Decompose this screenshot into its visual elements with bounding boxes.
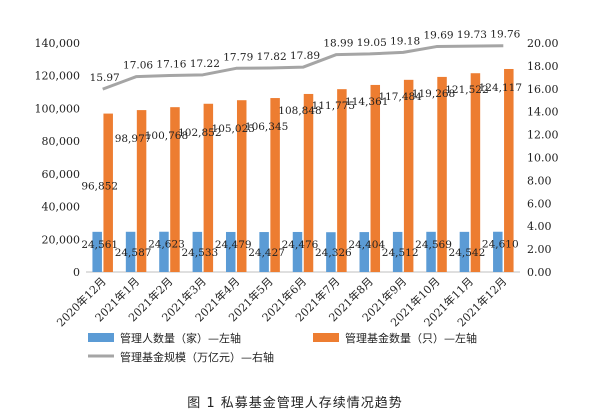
figure-caption: 图 1 私募基金管理人存续情况趋势 [187,396,403,411]
legend-label: 管理基金数量（只）—左轴 [345,331,477,345]
data-label-fund-count: 119,268 [412,88,455,100]
bar-fund-count [470,73,481,272]
data-label-manager-count: 24,623 [148,239,185,251]
y-left-tick-label: 60,000 [42,168,81,181]
data-label-fund-scale: 17.89 [290,50,320,62]
bar-fund-count [370,84,381,272]
bar-fund-count [337,89,347,273]
data-label-fund-scale: 17.79 [223,51,253,63]
bar-fund-count [437,76,447,273]
bar-manager-count [459,231,470,272]
data-label-manager-count: 24,587 [115,247,152,259]
bar-fund-count [236,100,247,272]
line-fund-scale [102,44,504,91]
y-right-tick-label: 16.00 [527,83,559,96]
bar-fund-count [403,79,414,272]
y-left-tick-label: 80,000 [42,135,81,148]
data-label-fund-count: 121,522 [445,84,488,96]
bar-manager-count [392,231,403,272]
bar-fund-count [170,107,180,273]
data-label-fund-count: 96,852 [81,181,118,193]
bar-manager-count [259,232,269,272]
data-label-fund-scale: 18.99 [323,38,353,50]
data-label-fund-count: 111,775 [312,100,355,112]
y-left-tick-label: 0 [73,266,80,279]
data-label-manager-count: 24,542 [449,247,486,259]
data-label-manager-count: 24,326 [315,247,352,259]
data-label-manager-count: 24,569 [415,239,452,251]
y-right-tick-label: 18.00 [527,60,559,73]
data-label-fund-scale: 17.82 [257,51,287,63]
data-label-manager-count: 24,561 [81,239,118,251]
legend-swatch [88,333,114,342]
y-right-tick-label: 12.00 [527,129,559,142]
data-label-manager-count: 24,512 [382,247,419,259]
data-label-fund-scale: 17.22 [190,58,220,70]
data-label-fund-count: 105,025 [212,123,255,135]
bar-manager-count [326,232,336,272]
data-label-fund-scale: 19.69 [424,30,454,42]
y-right-tick-label: 8.00 [527,174,552,187]
bar-fund-count [270,98,280,273]
data-label-fund-count: 102,852 [178,127,221,139]
y-right-tick-label: 2.00 [527,243,552,256]
data-label-manager-count: 24,610 [482,239,519,251]
bar-fund-count [103,113,113,273]
bar-manager-count [225,231,236,272]
data-label-manager-count: 24,479 [215,239,252,251]
y-left-tick-label: 120,000 [35,70,81,83]
bar-manager-count [493,231,503,272]
bar-fund-count [136,110,147,273]
data-label-fund-count: 108,848 [278,105,321,117]
bar-manager-count [125,231,136,272]
data-label-fund-scale: 15.97 [90,72,120,84]
bar-fund-count [303,93,314,272]
data-label-fund-count: 117,484 [378,91,422,103]
legend-label: 管理基金规模（万亿元）—右轴 [120,350,274,364]
bar-manager-count [359,232,370,272]
data-label-manager-count: 24,404 [348,239,385,251]
data-label-fund-count: 114,361 [345,96,388,108]
legend-swatch [313,333,339,342]
data-label-manager-count: 24,476 [282,239,319,251]
data-label-fund-scale: 19.05 [357,37,387,49]
legend-label: 管理人数量（家）—左轴 [120,331,241,345]
bar-manager-count [92,231,102,272]
y-right-tick-label: 4.00 [527,220,552,233]
data-label-fund-scale: 19.18 [390,35,420,47]
data-label-fund-scale: 19.76 [490,29,520,41]
data-label-fund-scale: 17.16 [156,59,186,71]
chart-data-labels: 24,561 96,852 24,587 98,977 24,623 100,768 24,… [81,29,522,259]
data-label-fund-scale: 17.06 [123,60,153,72]
bar-manager-count [159,231,169,272]
data-label-fund-count: 124,117 [479,82,522,94]
y-right-tick-label: 6.00 [527,197,552,210]
chart-line [102,44,504,91]
y-left-tick-label: 140,000 [35,37,81,50]
data-label-fund-scale: 19.73 [457,29,487,41]
data-label-fund-count: 100,768 [145,130,188,142]
y-left-tick-label: 20,000 [42,233,81,246]
data-label-manager-count: 24,427 [248,247,285,259]
bar-fund-count [504,68,514,273]
bar-manager-count [426,231,436,272]
data-label-manager-count: 24,533 [181,247,218,259]
y-left-tick-label: 40,000 [42,201,81,214]
y-right-tick-label: 10.00 [527,152,559,165]
bar-manager-count [192,231,203,272]
data-label-fund-count: 98,977 [115,133,152,145]
y-left-tick-label: 100,000 [35,102,81,115]
chart-bars [92,68,514,273]
data-label-fund-count: 106,345 [245,121,288,133]
y-right-tick-label: 20.00 [527,37,559,50]
y-right-tick-label: 0.00 [527,266,552,279]
bar-manager-count [292,231,303,272]
bar-fund-count [203,103,214,272]
y-right-tick-label: 14.00 [527,106,559,119]
